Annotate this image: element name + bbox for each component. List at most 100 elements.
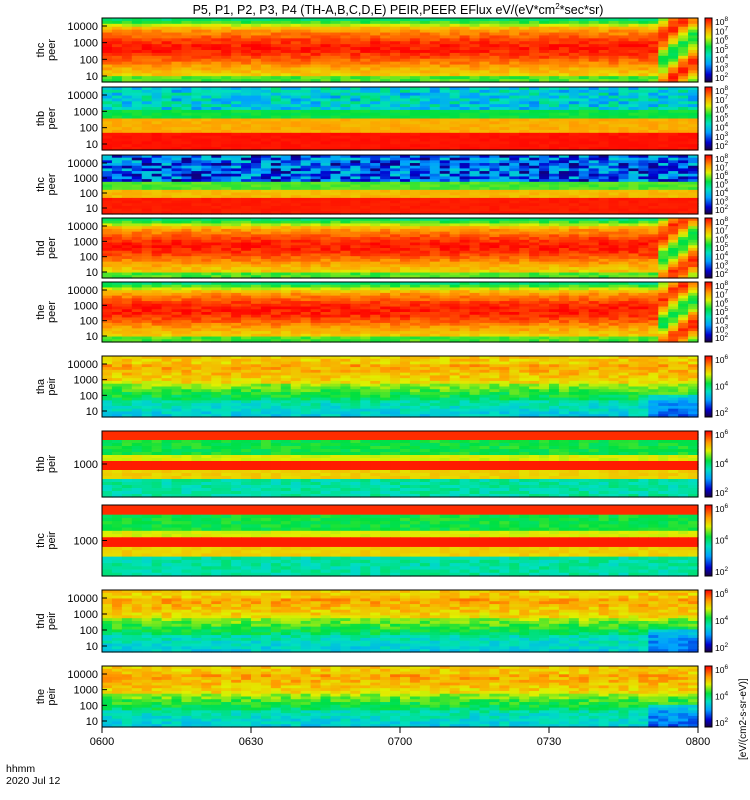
heatmap-cell [181,55,192,60]
heatmap-cell [618,95,630,100]
heatmap-cell [499,184,510,188]
heatmap-cell [131,98,143,102]
heatmap-cell [400,181,411,186]
heatmap-cell [330,205,341,210]
heatmap-cell [161,73,173,77]
heatmap-cell [310,18,322,22]
heatmap-cell [529,38,540,42]
heatmap-cell [121,23,133,28]
heatmap-cell [608,87,620,91]
heatmap-cell [469,47,481,51]
heatmap-cell [539,195,550,199]
heatmap-cell [201,73,212,77]
heatmap-cell [519,138,530,143]
heatmap-cell [419,64,431,69]
heatmap-cell [350,121,361,125]
heatmap-cell [509,200,520,204]
heatmap-cell [668,138,679,143]
heatmap-cell [549,203,560,207]
heatmap-cell [380,98,391,102]
heatmap-cell [330,118,341,122]
heatmap-cell [191,173,202,178]
heatmap-cell [509,147,520,151]
heatmap-cell [350,104,361,108]
heatmap-cell [638,44,649,48]
heatmap-cell [201,155,212,159]
heatmap-cell [568,112,580,117]
heatmap-cell [191,176,202,180]
heatmap-cell [330,181,341,186]
heatmap-cell [111,61,123,66]
heatmap-cell [191,118,202,122]
heatmap-cell [578,107,590,111]
heatmap-cell [668,44,679,48]
heatmap-cell [161,205,173,210]
heatmap-cell [181,127,192,131]
heatmap-cell [678,50,689,54]
heatmap-cell [260,104,272,108]
heatmap-cell [102,52,113,57]
heatmap-cell [171,101,183,105]
heatmap-cell [678,58,689,63]
heatmap-cell [181,203,192,207]
colorbar-tick-label: 108 [715,85,728,96]
heatmap-cell [171,115,183,120]
heatmap-cell [131,87,143,91]
heatmap-cell [638,67,649,71]
heatmap-cell [499,58,510,63]
heatmap-cell [688,70,699,74]
heatmap-cell [588,165,600,170]
heatmap-cell [648,200,659,204]
heatmap-cell [340,147,351,151]
heatmap-cell [181,144,192,148]
heatmap-cell [191,29,202,34]
heatmap-cell [241,109,252,114]
heatmap-cell [231,35,242,39]
heatmap-cell [211,112,222,117]
heatmap-cell [439,124,451,128]
heatmap-cell [131,92,143,97]
heatmap-cell [449,181,461,186]
heatmap-cell [241,41,252,45]
heatmap-cell [141,58,153,63]
heatmap-cell [549,138,560,143]
heatmap-cell [181,64,192,69]
heatmap-cell [449,55,461,60]
heatmap-cell [141,203,153,207]
heatmap-cell [141,52,153,57]
heatmap-cell [330,144,341,148]
heatmap-cell [350,141,361,145]
heatmap-cell [529,141,540,145]
heatmap-cell [459,118,471,122]
heatmap-cell [598,64,610,69]
heatmap-cell [429,118,441,122]
heatmap-cell [370,157,381,161]
heatmap-cell [409,157,421,161]
heatmap-cell [429,173,441,178]
heatmap-cell [251,38,262,42]
heatmap-cell [668,89,679,94]
heatmap-cell [618,104,630,108]
heatmap-cell [668,101,679,105]
heatmap-cell [310,55,322,60]
heatmap-cell [499,23,510,28]
heatmap-cell [588,64,600,69]
heatmap-cell [429,147,441,151]
heatmap-cell [668,41,679,45]
heatmap-cell [648,18,659,22]
heatmap-cell [578,141,590,145]
heatmap-cell [201,55,212,60]
heatmap-cell [201,79,212,83]
heatmap-cell [549,87,560,91]
heatmap-cell [409,195,421,199]
heatmap-cell [241,58,252,63]
heatmap-cell [409,179,421,183]
heatmap-cell [251,50,262,54]
heatmap-cell [241,121,252,125]
heatmap-cell [201,132,212,137]
heatmap-cell [171,129,183,134]
heatmap-cell [121,73,133,77]
heatmap-cell [658,141,669,145]
heatmap-cell [390,35,401,39]
heatmap-cell [588,58,600,63]
